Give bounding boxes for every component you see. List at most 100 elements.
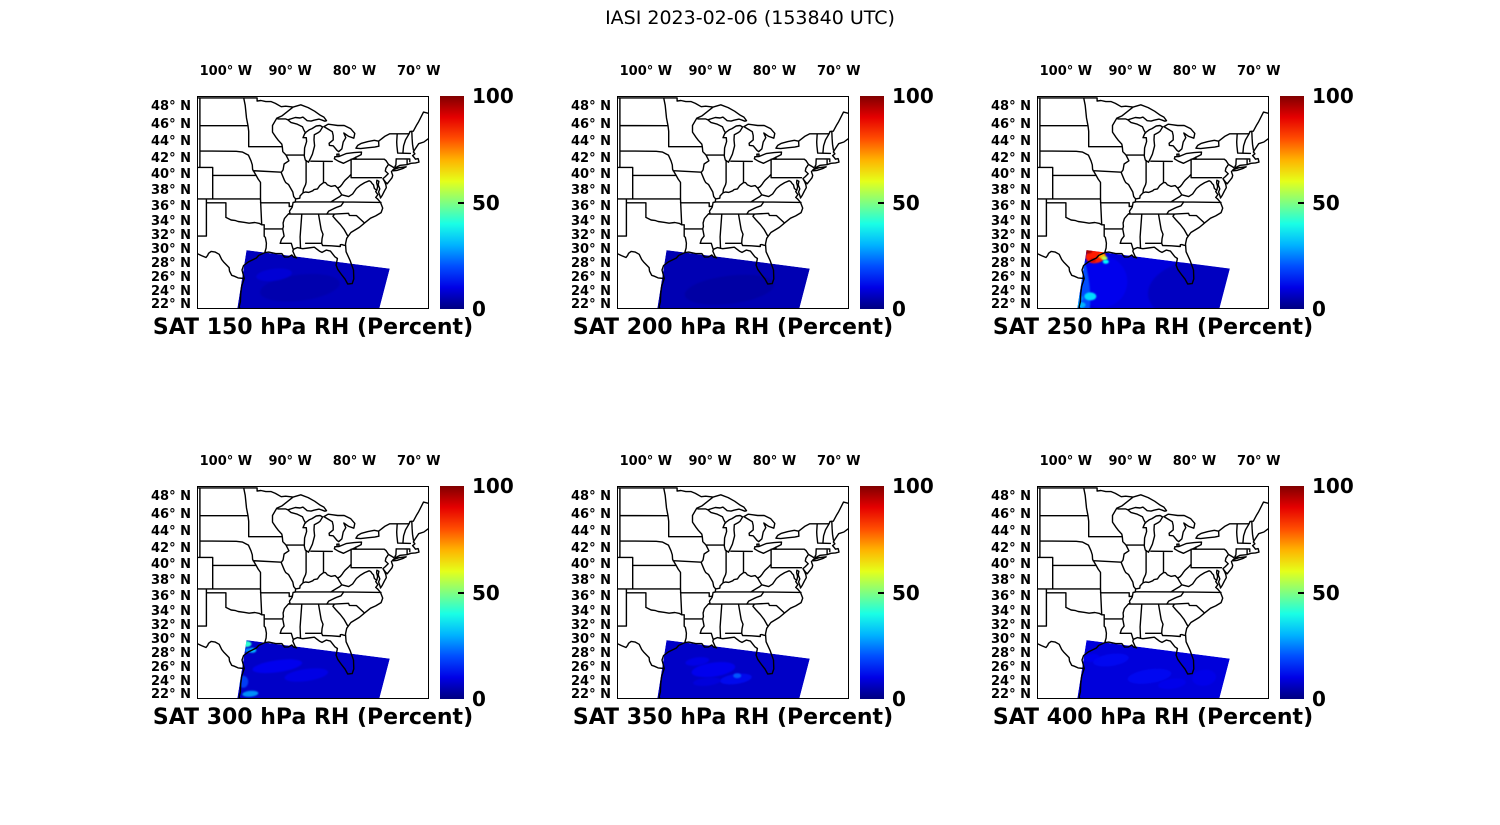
rh-swath bbox=[1076, 250, 1230, 309]
colorbar-label-0: 0 bbox=[1312, 687, 1326, 711]
lat-axis-label: 30° N bbox=[991, 632, 1031, 648]
map-canvas-sat-200 bbox=[617, 96, 849, 309]
lat-axis-label: 22° N bbox=[571, 687, 611, 703]
lon-axis-label: 90° W bbox=[688, 64, 732, 79]
map-canvas-sat-250 bbox=[1037, 96, 1269, 309]
lon-axis-label: 100° W bbox=[619, 64, 673, 79]
lat-axis-label: 40° N bbox=[571, 557, 611, 573]
lon-axis-label: 90° W bbox=[268, 454, 312, 469]
lat-axis-label: 36° N bbox=[151, 588, 191, 604]
rh-feature bbox=[685, 657, 710, 666]
rh-feature bbox=[1102, 259, 1109, 264]
lat-axis-label: 42° N bbox=[151, 541, 191, 557]
map-canvas-sat-350 bbox=[617, 486, 849, 699]
lon-axis-label: 100° W bbox=[619, 454, 673, 469]
rh-feature bbox=[1158, 678, 1186, 690]
panel-title-sat-150: SAT 150 hPa RH (Percent) bbox=[152, 315, 474, 340]
lat-axis-label: 26° N bbox=[571, 270, 611, 286]
lat-axis-label: 32° N bbox=[991, 228, 1031, 244]
lat-axis-label: 22° N bbox=[991, 687, 1031, 703]
lat-axis-label: 24° N bbox=[571, 283, 611, 299]
rh-swath bbox=[656, 640, 810, 699]
state-boundaries bbox=[617, 97, 849, 309]
lat-axis-label: 32° N bbox=[571, 228, 611, 244]
lat-axis-label: 22° N bbox=[151, 687, 191, 703]
lat-axis-label: 28° N bbox=[151, 256, 191, 272]
rh-feature bbox=[238, 675, 249, 688]
lat-axis-label: 44° N bbox=[571, 134, 611, 150]
lat-axis-label: 36° N bbox=[571, 198, 611, 214]
lat-axis-label: 48° N bbox=[151, 489, 191, 505]
rh-feature bbox=[1076, 302, 1086, 308]
rh-feature bbox=[684, 274, 775, 305]
lat-axis-label: 38° N bbox=[151, 183, 191, 199]
lon-axis-label: 80° W bbox=[1172, 454, 1217, 469]
lat-axis-label: 26° N bbox=[151, 660, 191, 676]
lat-axis-label: 36° N bbox=[991, 588, 1031, 604]
colorbar-label-0: 0 bbox=[892, 297, 906, 321]
lat-axis-label: 40° N bbox=[991, 167, 1031, 183]
lat-axis-label: 32° N bbox=[151, 618, 191, 634]
state-boundaries bbox=[197, 487, 429, 699]
map-frame bbox=[617, 486, 849, 699]
lon-axis-label: 80° W bbox=[332, 454, 377, 469]
lon-axis-label: 80° W bbox=[1172, 64, 1217, 79]
colorbar-label-0: 0 bbox=[1312, 297, 1326, 321]
lat-axis-label: 30° N bbox=[571, 242, 611, 258]
lat-axis-label: 28° N bbox=[571, 646, 611, 662]
lat-axis-label: 42° N bbox=[991, 541, 1031, 557]
map-canvas-sat-150 bbox=[197, 96, 429, 309]
colorbar bbox=[1280, 486, 1304, 699]
lat-axis-label: 26° N bbox=[991, 270, 1031, 286]
lat-axis-label: 42° N bbox=[571, 151, 611, 167]
panel-sat-200: 100° W 90° W 80° W 70° W 48° N 46° N 44° N 42° … bbox=[555, 56, 937, 358]
lat-axis-label: 46° N bbox=[151, 507, 191, 523]
lat-axis-label: 48° N bbox=[571, 99, 611, 115]
lon-axis-label: 80° W bbox=[752, 454, 797, 469]
lat-axis-label: 40° N bbox=[151, 167, 191, 183]
colorbar-tick-50 bbox=[458, 201, 464, 204]
lat-axis-label: 40° N bbox=[151, 557, 191, 573]
lat-axis-label: 44° N bbox=[991, 524, 1031, 540]
lat-axis-label: 44° N bbox=[151, 524, 191, 540]
map-frame bbox=[1037, 96, 1269, 309]
state-boundaries bbox=[1037, 97, 1269, 309]
lat-axis-label: 34° N bbox=[571, 213, 611, 229]
rh-feature bbox=[693, 677, 721, 686]
panel-title-sat-400: SAT 400 hPa RH (Percent) bbox=[992, 705, 1314, 730]
colorbar-label-100: 100 bbox=[472, 474, 514, 498]
lat-axis-label: 36° N bbox=[151, 198, 191, 214]
colorbar-label-50: 50 bbox=[892, 190, 920, 215]
lat-axis-label: 32° N bbox=[151, 228, 191, 244]
lon-axis-label: 80° W bbox=[752, 64, 797, 79]
lat-axis-label: 28° N bbox=[991, 256, 1031, 272]
rh-swath bbox=[1076, 640, 1230, 699]
colorbar-label-100: 100 bbox=[1312, 84, 1354, 108]
colorbar-tick-50 bbox=[1298, 591, 1304, 594]
lat-axis-label: 30° N bbox=[151, 632, 191, 648]
panel-sat-150: 100° W 90° W 80° W 70° W 48° N 46° N 44° N 42° … bbox=[135, 56, 517, 358]
lat-axis-label: 22° N bbox=[571, 297, 611, 313]
lat-axis-label: 34° N bbox=[991, 603, 1031, 619]
lon-axis-label: 70° W bbox=[816, 454, 861, 469]
colorbar-label-50: 50 bbox=[1312, 580, 1340, 605]
rh-feature bbox=[691, 662, 736, 678]
colorbar-tick-50 bbox=[878, 201, 884, 204]
lon-axis-label: 90° W bbox=[1108, 454, 1152, 469]
lat-axis-label: 42° N bbox=[991, 151, 1031, 167]
panel-sat-350: 100° W 90° W 80° W 70° W 48° N 46° N 44° N 42° … bbox=[555, 446, 937, 748]
lat-axis-label: 44° N bbox=[571, 524, 611, 540]
lat-axis-label: 44° N bbox=[151, 134, 191, 150]
colorbar bbox=[440, 486, 464, 699]
lat-axis-label: 30° N bbox=[991, 242, 1031, 258]
lat-axis-label: 24° N bbox=[571, 673, 611, 689]
lat-axis-label: 48° N bbox=[991, 99, 1031, 115]
colorbar bbox=[860, 486, 884, 699]
lon-axis-label: 70° W bbox=[396, 64, 441, 79]
lon-axis-label: 70° W bbox=[1236, 64, 1281, 79]
lat-axis-label: 48° N bbox=[991, 489, 1031, 505]
rh-feature bbox=[1127, 668, 1172, 684]
panel-title-sat-250: SAT 250 hPa RH (Percent) bbox=[992, 315, 1314, 340]
panel-sat-400: 100° W 90° W 80° W 70° W 48° N 46° N 44° N 42° … bbox=[975, 446, 1357, 748]
